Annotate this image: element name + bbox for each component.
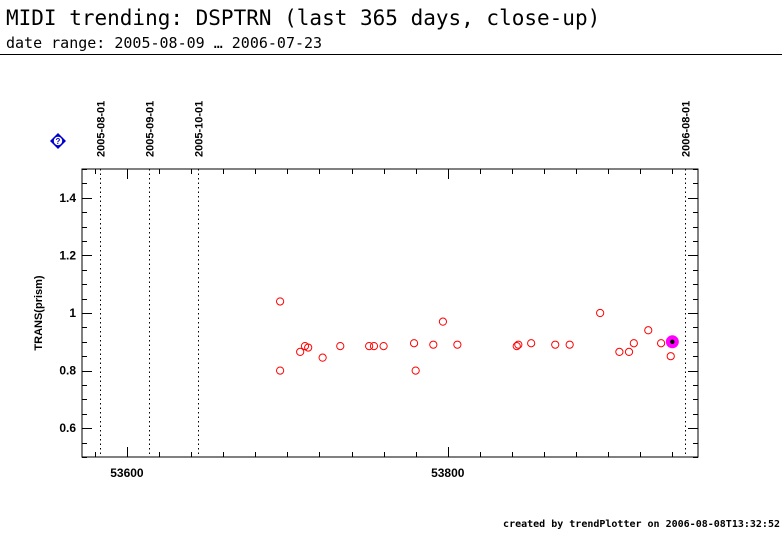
plot-frame (81, 168, 699, 458)
x-tick-label: 53600 (110, 466, 144, 480)
data-point (551, 340, 560, 349)
data-point (565, 340, 574, 349)
date-range-subtitle: date range: 2005-08-09 … 2006-07-23 (6, 34, 323, 52)
data-point (629, 339, 638, 348)
y-tick-label: 0.8 (59, 364, 76, 378)
date-marker-label: 2005-09-01 (145, 101, 157, 157)
data-points (276, 297, 679, 375)
data-point (318, 353, 327, 362)
data-point (411, 366, 420, 375)
x-tick-label: 53800 (431, 466, 465, 480)
data-point (514, 340, 523, 349)
data-point (666, 352, 675, 361)
data-point (438, 317, 448, 326)
data-point (336, 342, 345, 351)
data-point (296, 347, 305, 356)
help-icon-label: ? (56, 137, 61, 146)
data-point (276, 297, 285, 306)
data-point (379, 342, 388, 351)
y-tick-label: 1.4 (59, 191, 76, 205)
data-point (409, 339, 419, 348)
date-marker-label: 2006-08-01 (681, 101, 693, 157)
x-axis: 53600 53800 (95, 169, 673, 480)
footer-credit: created by trendPlotter on 2006-08-08T13… (503, 519, 780, 530)
data-point (304, 343, 313, 352)
y-axis: 0.6 0.8 1 1.2 1.4 (59, 169, 698, 458)
header-divider (0, 54, 782, 55)
data-point (596, 308, 605, 318)
data-point (276, 366, 285, 375)
help-diamond-icon[interactable]: ? (50, 133, 66, 149)
data-point (365, 342, 374, 351)
y-tick-label: 1 (69, 306, 76, 320)
data-point (657, 339, 666, 348)
date-markers: 2005-08-01 2005-09-01 2005-10-01 2006-08-01 (96, 101, 693, 457)
latest-point (670, 339, 675, 344)
data-point (429, 340, 438, 349)
y-tick-label: 1.2 (59, 248, 76, 262)
data-point (615, 347, 624, 356)
data-point (369, 342, 379, 351)
y-axis-label: TRANS(prism) (33, 275, 45, 351)
y-tick-label: 0.6 (59, 421, 76, 435)
date-marker-label: 2005-08-01 (96, 101, 108, 157)
data-point (527, 339, 536, 348)
data-point (624, 347, 634, 356)
page-title: MIDI trending: DSPTRN (last 365 days, cl… (6, 6, 601, 30)
data-point (453, 340, 462, 349)
date-marker-label: 2005-10-01 (194, 101, 206, 157)
data-point (512, 342, 521, 351)
data-point (644, 326, 653, 335)
